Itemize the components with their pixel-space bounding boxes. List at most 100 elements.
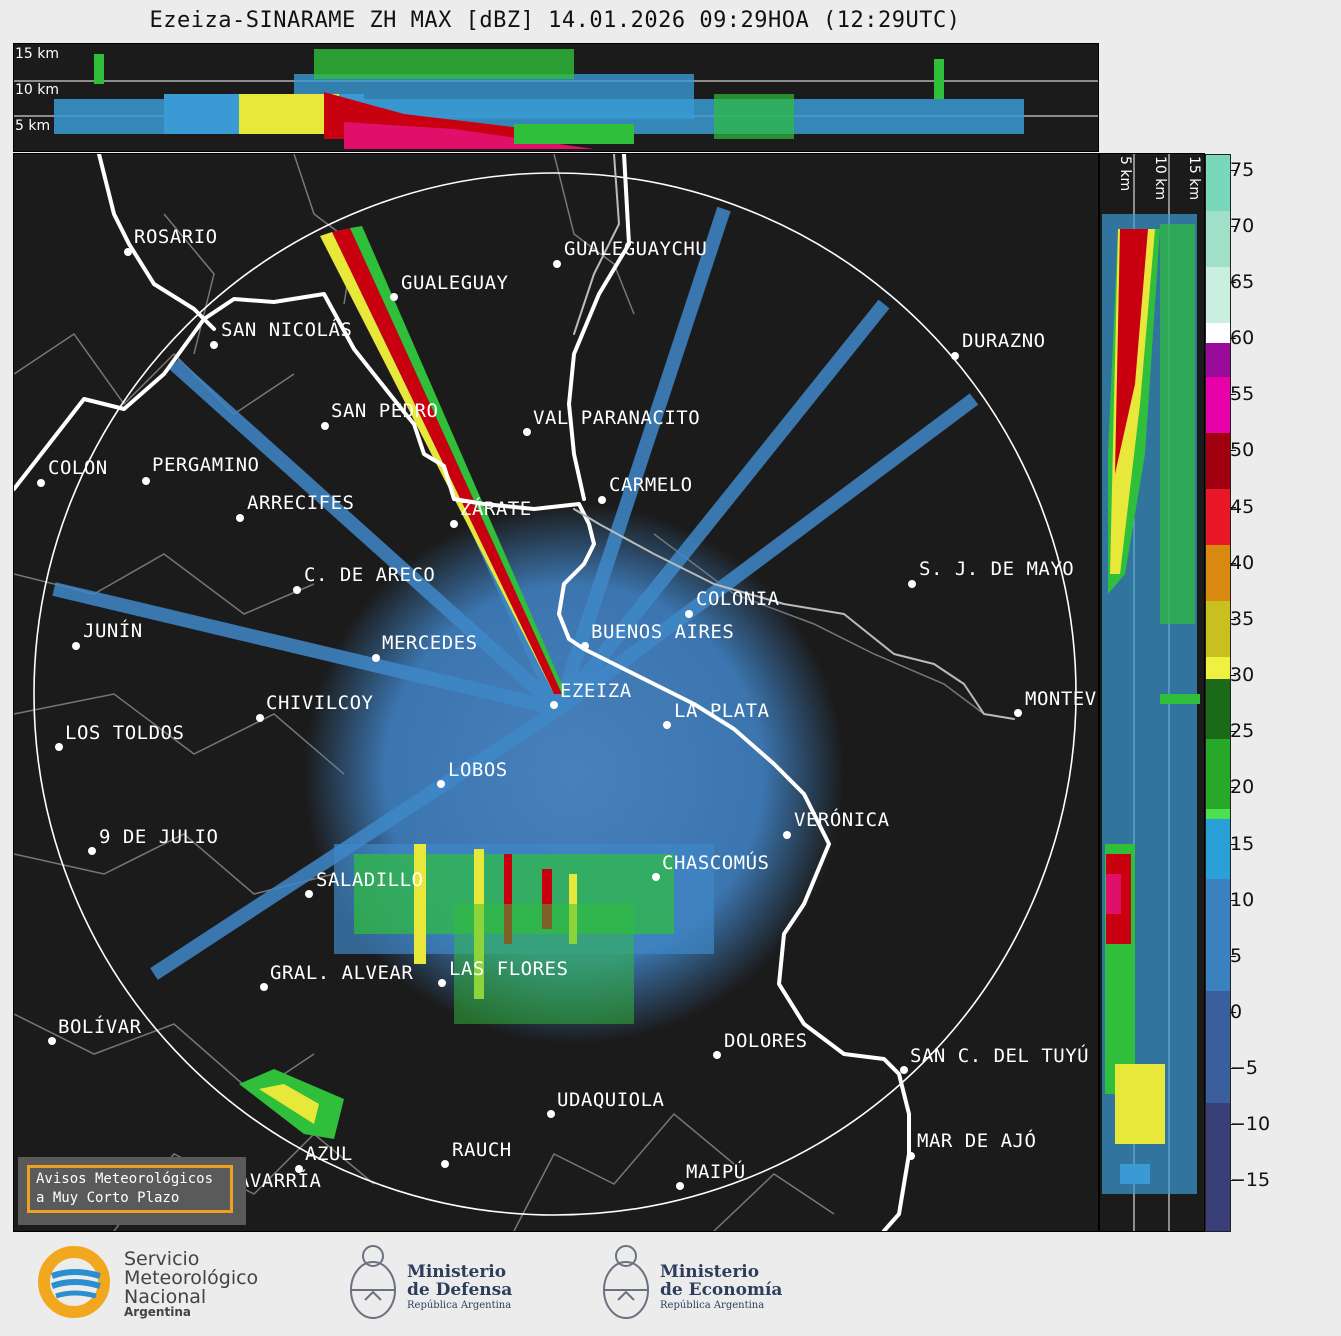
city-label-gualeguaychu: GUALEGUAYCHU (564, 238, 708, 260)
city-label-gral-alvear: GRAL. ALVEAR (270, 962, 414, 984)
warning-box-frame: Avisos Meteorológicos a Muy Corto Plazo (27, 1165, 233, 1213)
city-dot (663, 721, 671, 729)
chart-title: Ezeiza-SINARAME ZH MAX [dBZ] 14.01.2026 … (149, 8, 961, 33)
colorbar-tick-5: 5 (1230, 945, 1243, 967)
city-label-maipu: MAIPÚ (686, 1161, 746, 1183)
city-dot (441, 1160, 449, 1168)
colorbar-tick-60: 60 (1230, 327, 1255, 349)
city-dot (260, 983, 268, 991)
city-dot (390, 293, 398, 301)
city-label-san-nicolas: SAN NICOLÁS (221, 319, 353, 341)
city-dot (210, 341, 218, 349)
economia-logo: Ministerio de Economía República Argenti… (598, 1240, 798, 1330)
city-label-bolivar: BOLÍVAR (58, 1016, 142, 1038)
city-label-9-de-julio: 9 DE JULIO (99, 826, 219, 848)
city-dot (55, 743, 63, 751)
city-dot (523, 428, 531, 436)
colorbar-tick-55: 55 (1230, 383, 1255, 405)
coat-of-arms-icon (603, 1245, 649, 1319)
city-dot (581, 642, 589, 650)
city-label-c-de-areco: C. DE ARECO (304, 564, 436, 586)
city-label-dolores: DOLORES (724, 1030, 808, 1052)
city-dot (908, 580, 916, 588)
defensa-logo: Ministerio de Defensa República Argentin… (345, 1240, 545, 1330)
city-label-zarate: ZÁRATE (460, 498, 532, 520)
city-label-san-c-del-tuyu: SAN C. DEL TUYÚ (910, 1045, 1090, 1067)
defensa-line-1: Ministerio (407, 1262, 507, 1282)
colorbar-tick-40: 40 (1230, 552, 1255, 574)
city-dot (72, 642, 80, 650)
city-dot (48, 1037, 56, 1045)
city-dot (450, 520, 458, 528)
height-label-5km: 5 km (15, 118, 51, 134)
city-dot (124, 248, 132, 256)
city-dot (783, 831, 791, 839)
radar-map[interactable]: ROSARIO GUALEGUAYCHU GUALEGUAY SAN NICOL… (13, 153, 1099, 1232)
city-dot (685, 610, 693, 618)
colorbar-tick-50: 50 (1230, 439, 1255, 461)
city-dot (437, 780, 445, 788)
city-dot (652, 873, 660, 881)
city-dot (293, 586, 301, 594)
city-label-pergamino: PERGAMINO (152, 454, 260, 476)
city-dot (1014, 709, 1022, 717)
city-label-durazno: DURAZNO (962, 330, 1046, 352)
city-label-azul: AZUL (305, 1143, 353, 1165)
smn-logo: Servicio Meteorológico Nacional Argentin… (38, 1246, 288, 1319)
city-dot (142, 477, 150, 485)
colorbar-tick-15: 15 (1230, 833, 1255, 855)
side-height-label-5km: 5 km (1117, 156, 1133, 192)
city-dot (305, 890, 313, 898)
side-height-label-15km: 15 km (1186, 156, 1202, 201)
city-dot (236, 514, 244, 522)
city-dot (438, 979, 446, 987)
warning-box[interactable]: Avisos Meteorológicos a Muy Corto Plazo (18, 1157, 246, 1225)
colorbar (1205, 154, 1231, 1232)
city-dot (713, 1051, 721, 1059)
side-height-label-10km: 10 km (1152, 156, 1168, 201)
city-label-veronica: VERÓNICA (794, 809, 890, 831)
smn-line-4: Argentina (124, 1305, 191, 1319)
city-label-ezeiza: EZEIZA (560, 680, 632, 702)
colorbar-tick-10: 10 (1230, 889, 1255, 911)
colorbar-tick-30: 30 (1230, 664, 1255, 686)
city-label-rosario: ROSARIO (134, 226, 218, 248)
defensa-line-3: República Argentina (407, 1300, 512, 1311)
smn-emblem-icon (38, 1246, 110, 1318)
city-label-gualeguay: GUALEGUAY (401, 272, 509, 294)
city-label-saladillo: SALADILLO (316, 869, 424, 891)
coat-of-arms-icon (350, 1245, 396, 1319)
colorbar-tick-70: 70 (1230, 215, 1255, 237)
city-dot (372, 654, 380, 662)
city-label-carmelo: CARMELO (609, 474, 693, 496)
top-cross-section: 15 km 10 km 5 km (13, 43, 1099, 152)
colorbar-tick-65: 65 (1230, 271, 1255, 293)
city-label-san-pedro: SAN PEDRO (331, 400, 439, 422)
city-label-los-toldos: LOS TOLDOS (65, 722, 185, 744)
city-dot (37, 479, 45, 487)
city-label-chivilcoy: CHIVILCOY (266, 692, 374, 714)
smn-line-3: Nacional (124, 1286, 207, 1308)
city-label-chascomus: CHASCOMÚS (662, 852, 770, 874)
city-dot (88, 847, 96, 855)
city-dot (321, 422, 329, 430)
city-label-las-flores: LAS FLORES (449, 958, 569, 980)
city-dot (951, 352, 959, 360)
city-label-junin: JUNÍN (83, 620, 143, 642)
colorbar-tick-45: 45 (1230, 496, 1255, 518)
colorbar-tick-35: 35 (1230, 608, 1255, 630)
warning-line-1: Avisos Meteorológicos (36, 1171, 214, 1187)
economia-line-1: Ministerio (660, 1262, 760, 1282)
city-dot (550, 701, 558, 709)
economia-line-3: República Argentina (660, 1300, 765, 1311)
economia-line-2: de Economía (660, 1280, 783, 1300)
city-dot (676, 1182, 684, 1190)
city-label-val-paranacito: VAL PARANACITO (533, 407, 701, 429)
city-label-colon: COLON (48, 457, 108, 479)
city-label-la-plata: LA PLATA (674, 700, 770, 722)
colorbar-tick-25: 25 (1230, 720, 1255, 742)
defensa-line-2: de Defensa (407, 1280, 513, 1300)
city-label-arrecifes: ARRECIFES (247, 492, 355, 514)
city-dot (907, 1152, 915, 1160)
city-label-mar-de-ajo: MAR DE AJÓ (917, 1130, 1037, 1152)
